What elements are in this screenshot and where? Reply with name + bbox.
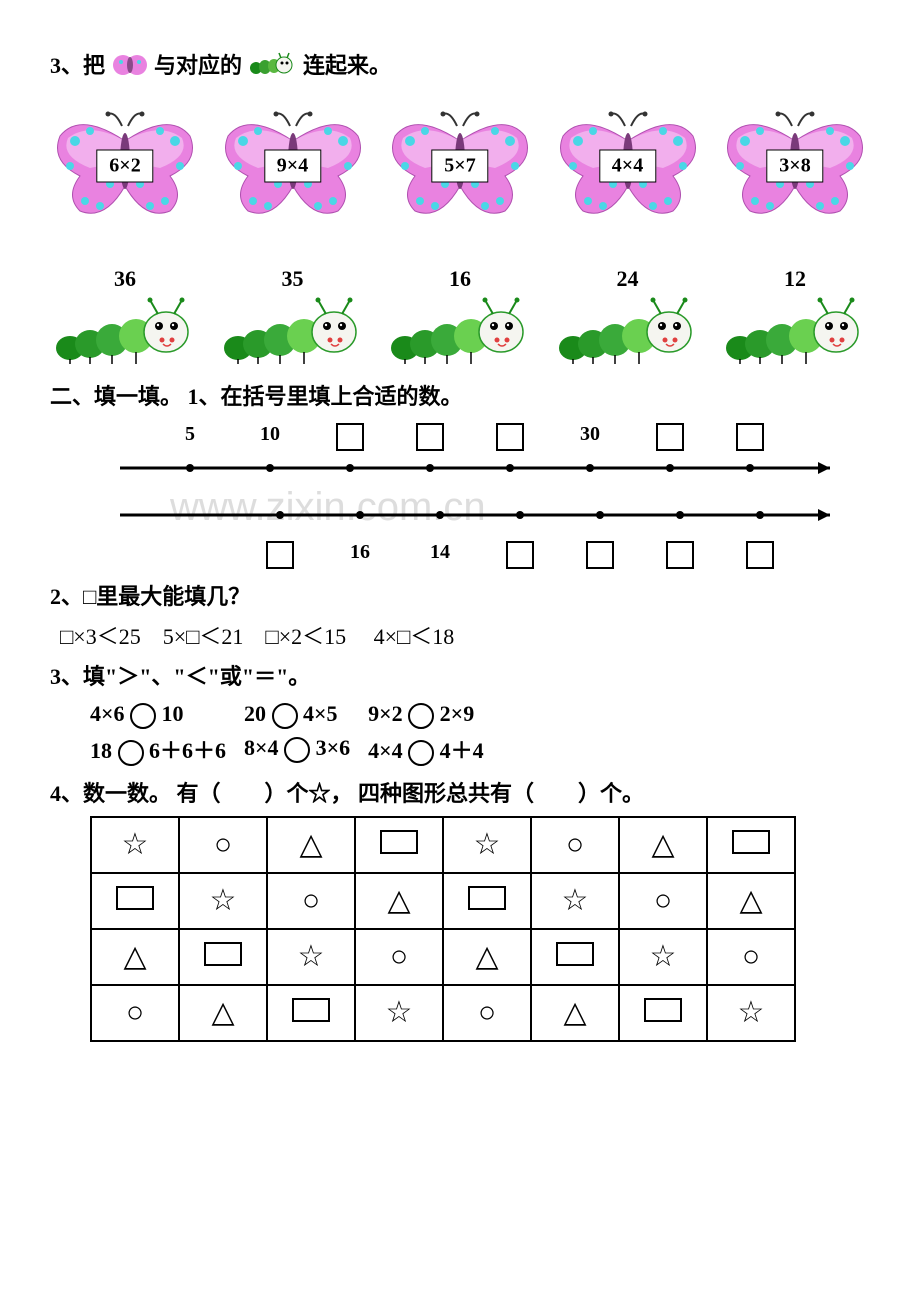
butterfly-item: 3×8 — [720, 106, 870, 226]
q2-2-item: □×3＜25 — [60, 624, 141, 649]
shape-cell: ☆ — [267, 929, 355, 985]
shape-cell — [179, 929, 267, 985]
q2-2-item: 4×□＜18 — [374, 624, 455, 649]
shape-cell: ○ — [355, 929, 443, 985]
butterfly-label: 3×8 — [766, 149, 823, 182]
shape-cell — [531, 929, 619, 985]
shape-cell: △ — [619, 817, 707, 873]
shape-cell: ☆ — [355, 985, 443, 1041]
numberline-label — [586, 541, 614, 569]
shape-cell: △ — [267, 817, 355, 873]
q3-title: 3、把 与对应的 连起来。 — [50, 48, 870, 86]
butterfly-label: 5×7 — [431, 149, 488, 182]
shape-cell: ○ — [707, 929, 795, 985]
numberline-2: www.zixin.com.cn 1614 — [110, 500, 870, 571]
shape-cell: △ — [707, 873, 795, 929]
shape-cell: ○ — [619, 873, 707, 929]
q2-2-title: 2、□里最大能填几？ — [50, 579, 870, 611]
caterpillar-number: 35 — [218, 266, 368, 292]
q3-mid: 与对应的 — [154, 53, 242, 78]
numberline-label: 14 — [430, 541, 450, 564]
caterpillar-item: 35 — [218, 266, 368, 371]
comparison-table: 4×6 1020 4×59×2 2×9 18 6＋6＋68×4 3×64×4 4＋… — [90, 699, 502, 768]
shape-cell: ○ — [531, 817, 619, 873]
numberline-label — [506, 541, 534, 569]
numberline-label: 10 — [260, 423, 280, 446]
shape-cell — [267, 985, 355, 1041]
caterpillar-item: 24 — [553, 266, 703, 371]
butterfly-label: 6×2 — [96, 149, 153, 182]
caterpillar-item: 16 — [385, 266, 535, 371]
q2-2-item: □×2＜15 — [265, 624, 346, 649]
section2-title: 二、填一填。 1、在括号里填上合适的数。 — [50, 379, 870, 411]
numberline-label — [416, 423, 444, 451]
comparison-cell: 9×2 2×9 — [368, 699, 502, 731]
shape-cell — [443, 873, 531, 929]
q2-2-items: □×3＜25 5×□＜21 □×2＜15 4×□＜18 — [60, 619, 870, 651]
shape-cell — [707, 817, 795, 873]
shape-cell: △ — [355, 873, 443, 929]
shape-cell: ☆ — [443, 817, 531, 873]
caterpillar-item: 12 — [720, 266, 870, 371]
shape-cell — [355, 817, 443, 873]
comparison-cell: 18 6＋6＋6 — [90, 731, 244, 768]
shape-cell: ☆ — [179, 873, 267, 929]
butterfly-item: 9×4 — [218, 106, 368, 226]
shape-cell — [91, 873, 179, 929]
numberline-label — [656, 423, 684, 451]
shape-cell: △ — [179, 985, 267, 1041]
butterfly-label: 4×4 — [599, 149, 656, 182]
shape-cell: ☆ — [619, 929, 707, 985]
butterfly-row: 6×2 9×4 5×7 — [50, 106, 870, 226]
numberline-label — [736, 423, 764, 451]
caterpillar-row: 36 35 16 — [50, 266, 870, 371]
numberline-label — [496, 423, 524, 451]
comparison-cell: 4×4 4＋4 — [368, 731, 502, 768]
shape-cell: ☆ — [531, 873, 619, 929]
shape-cell: ○ — [443, 985, 531, 1041]
comparison-cell: 20 4×5 — [244, 699, 368, 731]
q3-prefix: 3、把 — [50, 53, 105, 78]
comparison-cell: 8×4 3×6 — [244, 731, 368, 768]
butterfly-item: 6×2 — [50, 106, 200, 226]
butterfly-item: 4×4 — [553, 106, 703, 226]
numberline-label: 5 — [185, 423, 195, 446]
numberline-label — [666, 541, 694, 569]
shape-cell: △ — [531, 985, 619, 1041]
butterfly-label: 9×4 — [264, 149, 321, 182]
q3-suffix: 连起来。 — [303, 53, 391, 78]
caterpillar-mini-icon — [248, 52, 298, 84]
q2-4-title: 4、数一数。 有（ ）个☆， 四种图形总共有（ ）个。 — [50, 776, 870, 808]
shape-cell: △ — [91, 929, 179, 985]
butterfly-mini-icon — [111, 50, 149, 86]
comparison-cell: 4×6 10 — [90, 699, 244, 731]
numberline-label: 16 — [350, 541, 370, 564]
numberline-1: 5 10 30 — [110, 423, 870, 488]
shape-cell: ○ — [179, 817, 267, 873]
butterfly-item: 5×7 — [385, 106, 535, 226]
shape-cell: ☆ — [91, 817, 179, 873]
caterpillar-number: 36 — [50, 266, 200, 292]
q2-2-item: 5×□＜21 — [163, 624, 244, 649]
caterpillar-number: 12 — [720, 266, 870, 292]
caterpillar-number: 24 — [553, 266, 703, 292]
numberline-label: 30 — [580, 423, 600, 446]
shape-cell: ○ — [267, 873, 355, 929]
shape-grid: ☆○△☆○△☆○△☆○△△☆○△☆○○△☆○△☆ — [90, 816, 796, 1042]
q2-3-title: 3、填"＞"、"＜"或"＝"。 — [50, 659, 870, 691]
numberline-label — [746, 541, 774, 569]
shape-cell: ○ — [91, 985, 179, 1041]
shape-cell — [619, 985, 707, 1041]
caterpillar-item: 36 — [50, 266, 200, 371]
shape-cell: △ — [443, 929, 531, 985]
numberline-label — [266, 541, 294, 569]
caterpillar-number: 16 — [385, 266, 535, 292]
shape-cell: ☆ — [707, 985, 795, 1041]
numberline-label — [336, 423, 364, 451]
